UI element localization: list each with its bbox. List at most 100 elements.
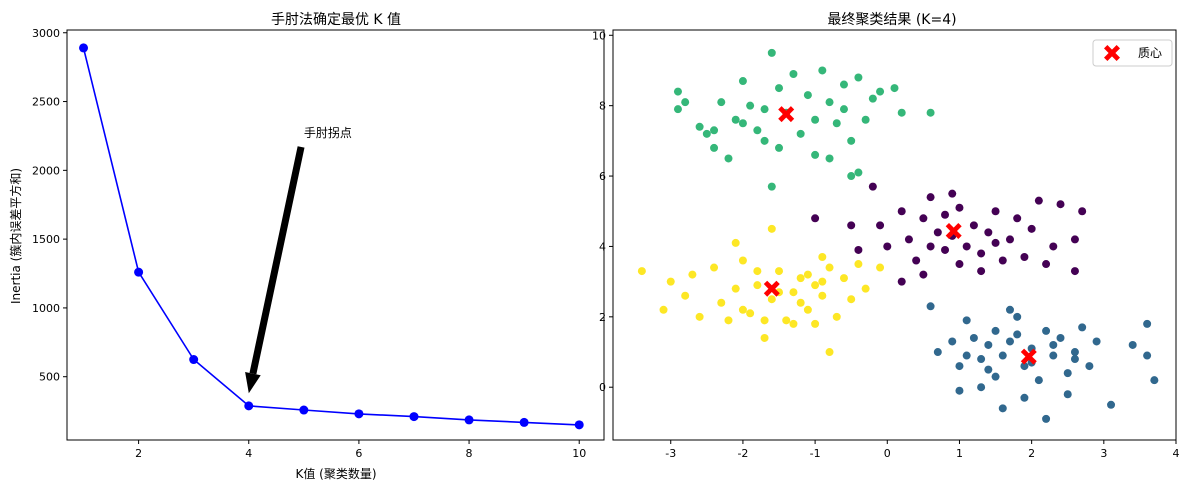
x-tick-label: 3 [1100, 447, 1107, 460]
scatter-point [998, 256, 1007, 265]
scatter-point [746, 309, 755, 318]
legend-marker-centroid [1104, 45, 1120, 61]
scatter-point [760, 333, 769, 342]
scatter-point [738, 119, 747, 128]
scatter-point [890, 84, 899, 93]
series-point [409, 412, 419, 422]
scatter-point [767, 182, 776, 191]
scatter-point [962, 242, 971, 251]
centroid-group [763, 106, 1037, 365]
scatter-point [904, 235, 913, 244]
scatter-point [919, 214, 928, 223]
scatter-point [854, 260, 863, 269]
scatter-point [984, 228, 993, 237]
cluster-chart: 最终聚类结果 (K=4) -3 -2 -1 0 1 2 3 4 0 2 4 6 8 10 质心 [592, 12, 1180, 460]
scatter-point [803, 305, 812, 314]
scatter-point [796, 274, 805, 283]
scatter-point [868, 182, 877, 191]
scatter-point [984, 365, 993, 374]
series-point [464, 415, 474, 425]
chart-title: 最终聚类结果 (K=4) [827, 12, 956, 28]
scatter-point [1005, 305, 1014, 314]
scatter-point [659, 305, 668, 314]
scatter-point [811, 150, 820, 159]
scatter-point [796, 129, 805, 138]
scatter-point [760, 316, 769, 325]
scatter-point [811, 115, 820, 124]
scatter-point [789, 288, 798, 297]
scatter-point [738, 256, 747, 265]
scatter-point [955, 260, 964, 269]
scatter-point [998, 404, 1007, 413]
scatter-point [991, 326, 1000, 335]
x-tick-label: -2 [737, 447, 748, 460]
x-axis-label: K值 (聚类数量) [295, 466, 376, 481]
y-tick-label: 2000 [32, 164, 60, 177]
scatter-point [1005, 235, 1014, 244]
series-line-group [82, 47, 580, 426]
y-tick-label: 8 [599, 100, 606, 113]
x-tick-label: 1 [956, 447, 963, 460]
scatter-point [681, 291, 690, 300]
plot-frame [612, 29, 1177, 441]
scatter-point [710, 263, 719, 272]
y-tick-label: 4 [599, 240, 606, 253]
scatter-point [1143, 319, 1152, 328]
scatter-point [1049, 242, 1058, 251]
scatter-point [818, 66, 827, 75]
scatter-point [868, 94, 877, 103]
scatter-point [933, 228, 942, 237]
scatter-point [926, 193, 935, 202]
series-point [519, 417, 529, 427]
scatter-point [897, 207, 906, 216]
scatter-point [811, 319, 820, 328]
chart-title: 手肘法确定最优 K 值 [271, 12, 401, 28]
scatter-point [731, 238, 740, 247]
scatter-point [1078, 207, 1087, 216]
scatter-point [847, 221, 856, 230]
scatter-point [1042, 414, 1051, 423]
scatter-point [825, 98, 834, 107]
scatter-point [832, 312, 841, 321]
scatter-point [753, 126, 762, 135]
legend-box [1092, 39, 1173, 67]
x-tick-label: 2 [135, 447, 142, 460]
scatter-point [637, 267, 646, 276]
tick-group: 2 4 6 8 10 500 1000 1500 2000 2500 3000 [32, 27, 586, 460]
scatter-point [854, 73, 863, 82]
scatter-point [666, 277, 675, 286]
scatter-point [673, 87, 682, 96]
scatter-point [1049, 340, 1058, 349]
scatter-point [926, 108, 935, 117]
scatter-point [854, 245, 863, 254]
scatter-point [977, 383, 986, 392]
scatter-point [1063, 369, 1072, 378]
scatter-point [1042, 260, 1051, 269]
y-tick-label: 1000 [32, 302, 60, 315]
scatter-point [746, 101, 755, 110]
scatter-point [912, 256, 921, 265]
scatter-point [897, 108, 906, 117]
scatter-point [796, 298, 805, 307]
scatter-point [825, 348, 834, 357]
scatter-point [1020, 252, 1029, 261]
scatter-point [760, 105, 769, 114]
x-tick-label: 8 [466, 447, 473, 460]
x-tick-label: -3 [665, 447, 676, 460]
scatter-point [832, 119, 841, 128]
scatter-point [977, 355, 986, 364]
scatter-point [767, 295, 776, 304]
centroid-marker [1020, 348, 1037, 365]
y-tick-label: 6 [599, 170, 606, 183]
scatter-point [941, 245, 950, 254]
x-tick-label: 0 [884, 447, 891, 460]
y-tick-label: 10 [592, 29, 606, 42]
annotation-label: 手肘拐点 [304, 125, 352, 140]
scatter-point [1107, 400, 1116, 409]
scatter-point [811, 214, 820, 223]
scatter-point [710, 143, 719, 152]
scatter-point [782, 316, 791, 325]
scatter-point [977, 249, 986, 258]
scatter-point [818, 277, 827, 286]
